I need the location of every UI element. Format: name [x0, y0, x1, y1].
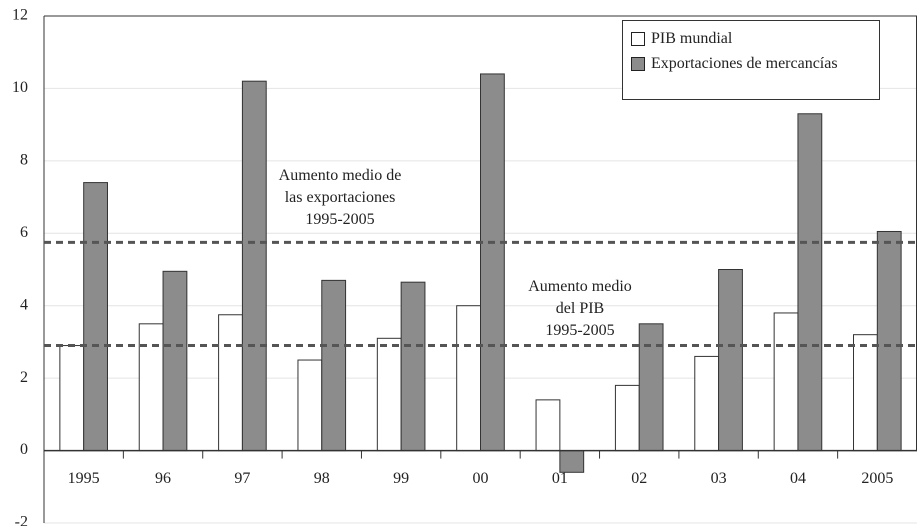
y-tick-label: -2 — [15, 514, 28, 526]
y-tick-label: 0 — [20, 441, 28, 458]
legend-item: PIB mundial — [631, 29, 871, 48]
x-tick-label: 99 — [393, 470, 409, 487]
bar — [138, 323, 164, 452]
bar — [535, 399, 561, 452]
y-tick-label: 12 — [12, 7, 28, 24]
bar — [241, 80, 267, 452]
legend-swatch — [631, 32, 645, 46]
annotation: del PIB — [556, 300, 604, 317]
annotation: 1995-2005 — [305, 211, 374, 228]
x-tick-label: 02 — [631, 470, 647, 487]
bar — [797, 113, 823, 452]
bar — [218, 314, 243, 452]
x-tick-label: 96 — [155, 470, 171, 487]
bar — [559, 450, 585, 473]
bar — [614, 384, 640, 452]
legend-label: Exportaciones de mercancías — [651, 55, 838, 72]
x-tick-label: 98 — [314, 470, 330, 487]
legend-label: PIB mundial — [651, 30, 733, 47]
bar — [297, 359, 323, 452]
bar — [321, 279, 347, 452]
bar — [400, 281, 426, 452]
bar — [694, 355, 720, 452]
bar — [59, 345, 85, 452]
annotation: las exportaciones — [285, 189, 396, 206]
bar — [876, 230, 902, 452]
legend-swatch — [631, 57, 645, 71]
bar — [718, 269, 743, 452]
legend-item: Exportaciones de mercancías — [631, 54, 871, 73]
y-tick-label: 2 — [20, 369, 28, 386]
x-tick-label: 03 — [711, 470, 727, 487]
x-tick-label: 2005 — [861, 470, 893, 487]
legend: PIB mundial Exportaciones de mercancías — [622, 20, 880, 100]
bar — [376, 337, 402, 452]
x-tick-label: 04 — [790, 470, 806, 487]
x-tick-label: 97 — [234, 470, 250, 487]
annotation: 1995-2005 — [545, 322, 614, 339]
y-tick-label: 6 — [20, 224, 28, 241]
bar — [480, 73, 505, 452]
bar — [638, 323, 664, 452]
bar — [853, 334, 878, 452]
bar — [773, 312, 799, 452]
x-tick-label: 01 — [552, 470, 568, 487]
bar — [162, 270, 188, 452]
y-tick-label: 8 — [20, 152, 28, 169]
bar — [456, 305, 482, 452]
x-tick-label: 00 — [473, 470, 489, 487]
annotation: Aumento medio — [528, 278, 632, 295]
y-tick-label: 10 — [12, 79, 28, 96]
bar — [83, 182, 108, 452]
x-tick-label: 1995 — [68, 470, 100, 487]
annotation: Aumento medio de — [279, 167, 402, 184]
y-tick-label: 4 — [20, 296, 28, 313]
